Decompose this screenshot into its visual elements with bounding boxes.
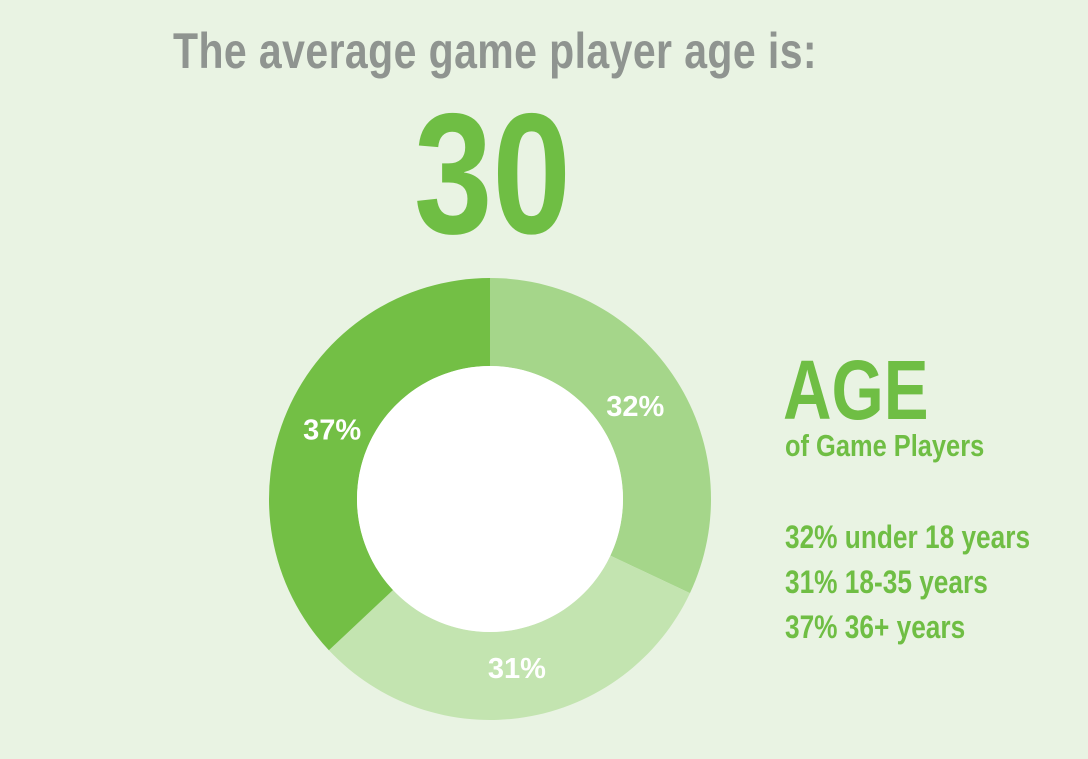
donut-slice-18-35 (328, 555, 690, 721)
slice-label-18-35: 31% (488, 653, 546, 685)
chart-title: AGE (783, 343, 929, 437)
donut-slice-36-plus (268, 278, 490, 651)
page-title: The average game player age is: (173, 23, 817, 79)
average-age-value: 30 (413, 78, 571, 270)
legend-item-under-18: 32% under 18 years (785, 519, 1031, 555)
legend: 32% under 18 years 31% 18-35 years 37% 3… (785, 515, 1030, 650)
donut-hole (357, 366, 623, 632)
legend-item-18-35: 31% 18-35 years (785, 564, 988, 600)
chart-subtitle: of Game Players (785, 428, 985, 463)
slice-label-36-plus: 37% (303, 415, 361, 447)
slice-label-under-18: 32% (606, 391, 664, 423)
donut-slice-under-18 (490, 278, 711, 594)
legend-item-36-plus: 37% 36+ years (785, 609, 966, 645)
